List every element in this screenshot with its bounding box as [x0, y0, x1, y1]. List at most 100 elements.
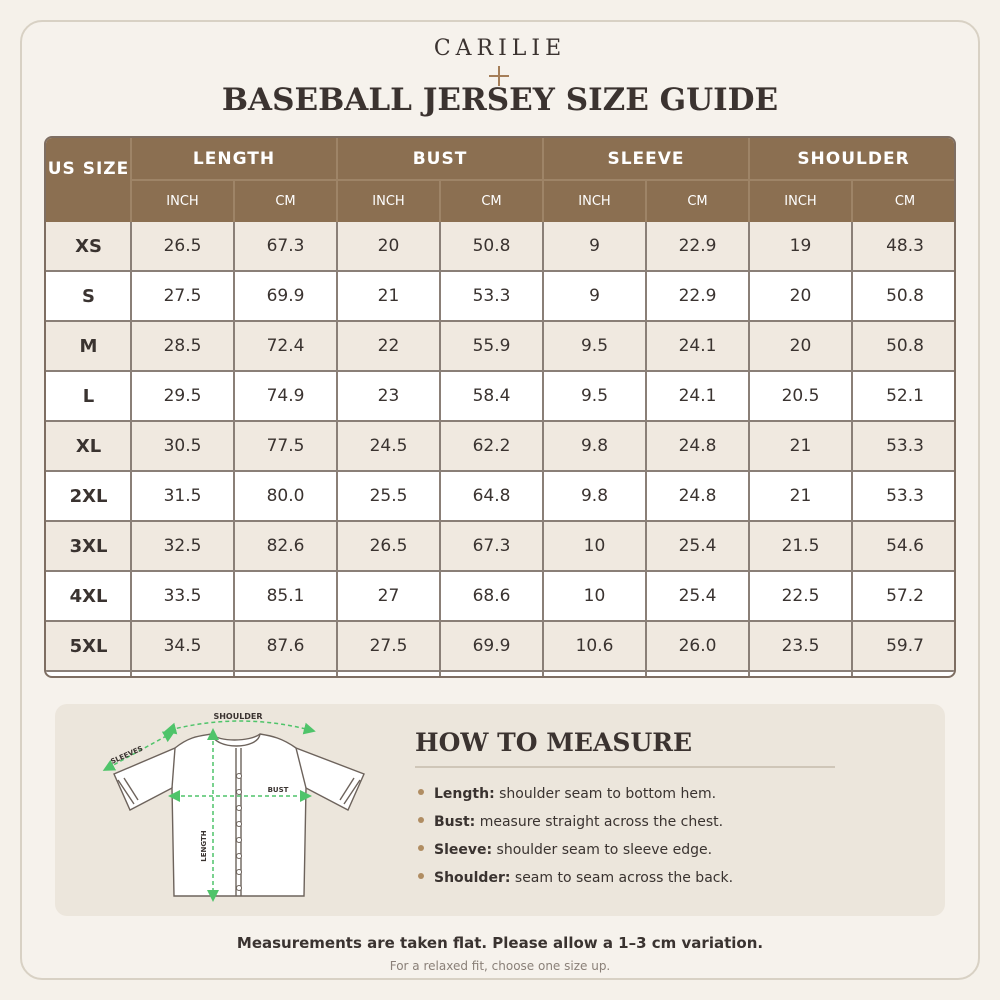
header-divider: [233, 180, 235, 222]
measure-desc: measure straight across the chest.: [475, 814, 724, 830]
column-divider: [336, 222, 338, 676]
value-cell: 21: [789, 436, 812, 456]
value-cell: 59.7: [886, 636, 924, 656]
size-cell: L: [82, 385, 95, 407]
bullet-icon: [418, 845, 424, 851]
value-cell: 33.5: [163, 586, 202, 606]
value-cell: 24.8: [678, 436, 717, 456]
value-cell: 19: [789, 236, 812, 256]
value-cell: 24.5: [369, 436, 408, 456]
value-cell: 32.5: [163, 536, 202, 556]
column-divider: [748, 222, 750, 676]
value-cell: 29.5: [163, 386, 202, 406]
size-cell: 3XL: [69, 535, 108, 557]
value-cell: 52.1: [886, 386, 924, 406]
value-cell: 9: [589, 286, 600, 306]
unit-header: CM: [687, 193, 708, 209]
value-cell: 54.6: [886, 536, 924, 556]
shoulder-label: SHOULDER: [213, 712, 262, 721]
measure-item-length: Length: shoulder seam to bottom hem.: [418, 786, 716, 802]
value-cell: 24.8: [678, 486, 717, 506]
value-cell: 50.8: [472, 236, 511, 256]
page-title: BASEBALL JERSEY SIZE GUIDE: [221, 82, 779, 118]
measure-item-bust: Bust: measure straight across the chest.: [418, 814, 723, 830]
table-row: S 27.5 69.9 21 53.3 9 22.9 20 50.8: [46, 272, 954, 322]
header-divider: [439, 180, 441, 222]
column-divider: [439, 222, 441, 676]
size-cell: M: [79, 335, 98, 357]
value-cell: 20: [377, 236, 400, 256]
value-cell: 74.9: [266, 386, 305, 406]
column-divider: [130, 222, 132, 676]
value-cell: 72.4: [266, 336, 305, 356]
jersey-diagram: SHOULDER SLEEVES BUST LENGTH: [102, 712, 365, 902]
value-cell: 20: [789, 286, 812, 306]
value-cell: 24.1: [678, 386, 717, 406]
length-label: LENGTH: [200, 830, 208, 861]
value-cell: 55.9: [472, 336, 511, 356]
column-divider: [542, 222, 544, 676]
value-cell: 9.8: [580, 436, 609, 456]
shoulder-arrow-icon: [164, 720, 316, 735]
value-cell: 31.5: [163, 486, 202, 506]
bullet-icon: [418, 789, 424, 795]
value-cell: 10: [583, 586, 606, 606]
value-cell: 30.5: [163, 436, 202, 456]
value-cell: 67.3: [472, 536, 511, 556]
measurement-note: Measurements are taken flat. Please allo…: [236, 934, 764, 952]
value-cell: 53.3: [886, 436, 924, 456]
brand-name: CARILIE: [433, 36, 567, 61]
group-header-shoulder: SHOULDER: [797, 149, 910, 169]
unit-header: INCH: [578, 193, 611, 209]
measure-item-shoulder: Shoulder: seam to seam across the back.: [418, 870, 733, 886]
value-cell: 57.2: [886, 586, 924, 606]
measure-term: Shoulder:: [434, 870, 511, 886]
unit-header: INCH: [784, 193, 817, 209]
value-cell: 9.8: [580, 486, 609, 506]
table-row: 3XL 32.5 82.6 26.5 67.3 10 25.4 21.5 54.6: [46, 522, 954, 572]
size-cell: S: [82, 285, 95, 307]
column-divider: [233, 222, 235, 676]
unit-header: CM: [894, 193, 916, 209]
value-cell: 50.8: [886, 336, 924, 356]
value-cell: 68.6: [472, 586, 511, 606]
measure-arrows: [102, 720, 316, 902]
size-cell: 4XL: [69, 585, 108, 607]
bullet-icon: [418, 817, 424, 823]
value-cell: 69.9: [266, 286, 305, 306]
header-divider: [851, 180, 853, 222]
column-divider: [645, 222, 647, 676]
section-divider: [415, 766, 835, 768]
value-cell: 10: [583, 536, 606, 556]
value-cell: 85.1: [266, 586, 305, 606]
value-cell: 24.1: [678, 336, 717, 356]
measure-desc: seam to seam across the back.: [510, 870, 734, 886]
measure-item-sleeve: Sleeve: shoulder seam to sleeve edge.: [418, 842, 712, 858]
header-divider: [748, 138, 750, 222]
value-cell: 28.5: [163, 336, 202, 356]
value-cell: 22: [377, 336, 400, 356]
group-header-bust: BUST: [412, 149, 468, 169]
value-cell: 26.0: [678, 636, 717, 656]
us-size-header: US SIZE: [47, 159, 130, 179]
size-cell: XL: [75, 435, 102, 457]
value-cell: 23: [377, 386, 400, 406]
value-cell: 21: [789, 486, 812, 506]
bullet-icon: [418, 873, 424, 879]
size-table: US SIZE LENGTH BUST SLEEVE SHOULDER INCH…: [44, 136, 956, 678]
value-cell: 10.6: [575, 636, 614, 656]
group-header-sleeve: SLEEVE: [607, 149, 685, 169]
value-cell: 22.9: [678, 286, 717, 306]
value-cell: 53.3: [886, 486, 924, 506]
table-row: 5XL 34.5 87.6 27.5 69.9 10.6 26.0 23.5 59.7: [46, 622, 954, 672]
measure-desc: shoulder seam to bottom hem.: [494, 786, 717, 802]
value-cell: 27.5: [369, 636, 408, 656]
column-divider: [851, 222, 853, 676]
bust-label: BUST: [268, 786, 289, 794]
value-cell: 26.5: [369, 536, 408, 556]
value-cell: 20.5: [781, 386, 820, 406]
unit-header: CM: [481, 193, 502, 209]
value-cell: 25.4: [678, 586, 717, 606]
measure-term: Length:: [434, 786, 495, 802]
table-row: XS 26.5 67.3 20 50.8 9 22.9 19 48.3: [46, 222, 954, 272]
